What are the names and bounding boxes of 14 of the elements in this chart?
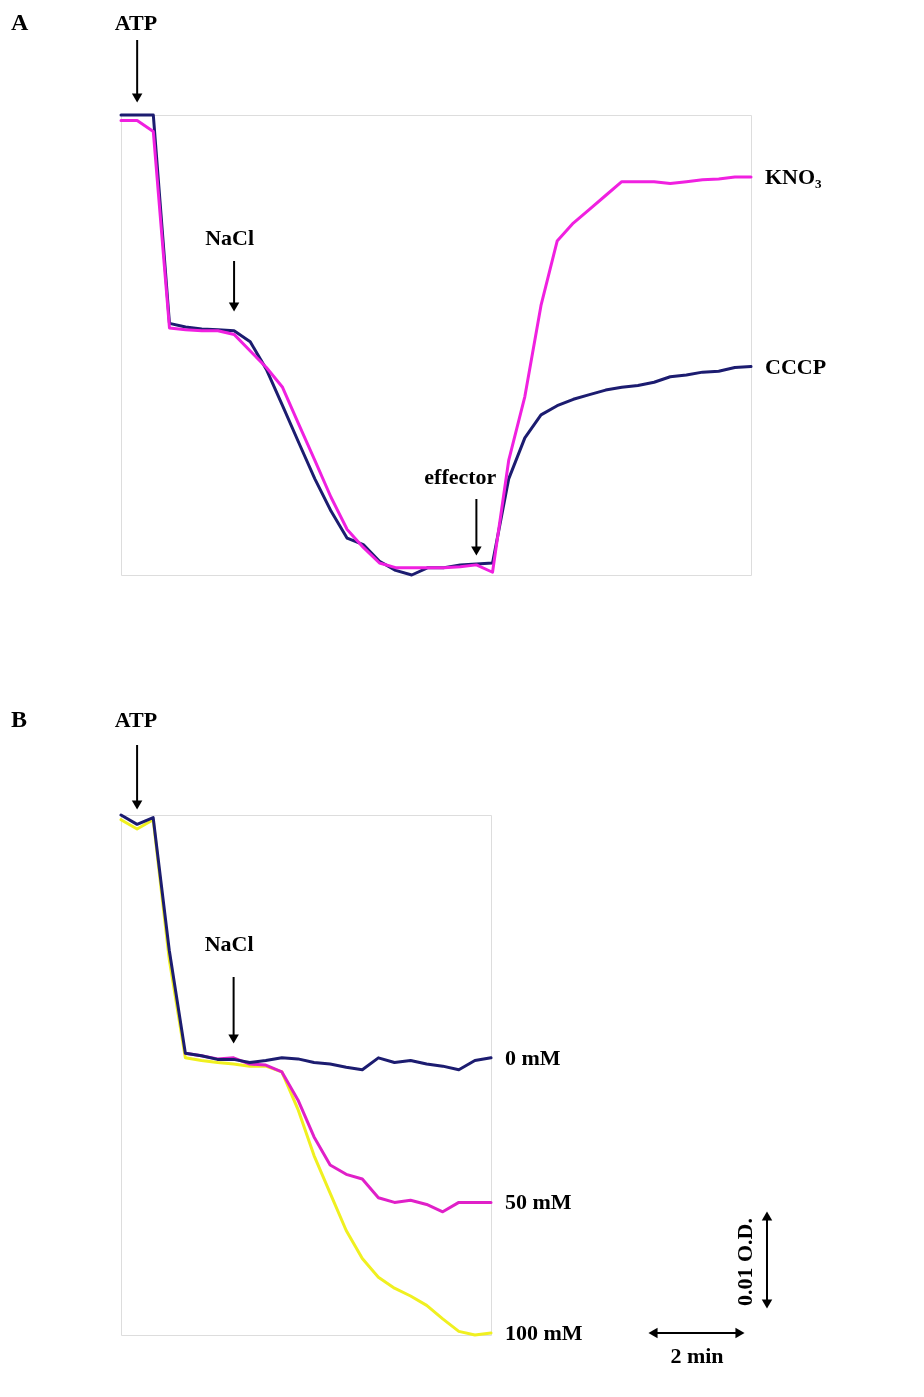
text: ATP bbox=[114, 707, 158, 732]
series-label: KNO₃ bbox=[765, 164, 823, 190]
text: 2 min bbox=[670, 1343, 724, 1368]
chart-title: A bbox=[11, 9, 29, 35]
series-label: CCCP bbox=[765, 353, 827, 379]
annotation: effector bbox=[424, 464, 497, 489]
chart-title: B bbox=[11, 706, 28, 732]
annotation: NaCl bbox=[205, 225, 255, 250]
series-label: 0 mM bbox=[505, 1044, 561, 1070]
text: ATP bbox=[114, 10, 158, 35]
series-label: 50 mM bbox=[505, 1189, 572, 1215]
series-label: 100 mM bbox=[505, 1319, 583, 1345]
annotation: NaCl bbox=[204, 931, 254, 956]
text: 0.01 O.D. bbox=[732, 1218, 757, 1306]
